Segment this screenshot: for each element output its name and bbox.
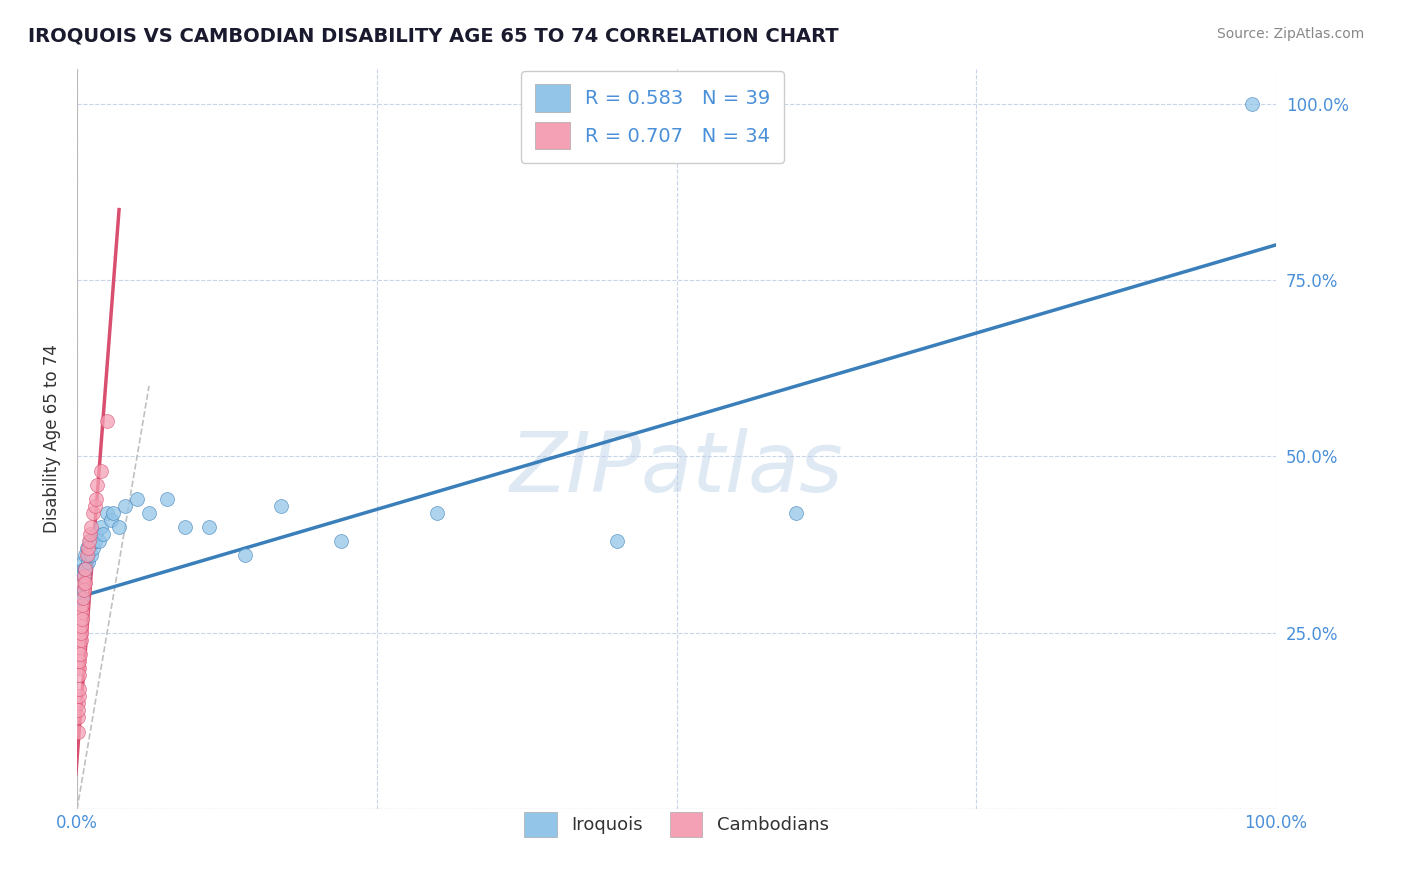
Point (125, 491, 148, 506)
Point (233, 548, 256, 562)
Point (66, 696, 89, 710)
Point (70, 569, 93, 583)
Point (96, 414, 118, 428)
Point (72, 555, 94, 569)
Point (76, 541, 98, 556)
Point (77, 541, 100, 556)
Legend: Iroquois, Cambodians: Iroquois, Cambodians (517, 805, 837, 845)
Point (66, 710, 89, 724)
Point (84, 491, 107, 506)
Point (72, 591, 94, 605)
Point (69, 576, 91, 591)
Point (75, 576, 97, 591)
Point (70, 591, 93, 605)
Point (77, 555, 100, 569)
Point (67, 724, 90, 739)
Point (86, 477, 108, 491)
Point (80, 520, 103, 534)
Text: Source: ZipAtlas.com: Source: ZipAtlas.com (1216, 27, 1364, 41)
Point (69, 632, 91, 647)
Point (1241, 96, 1264, 111)
Point (75, 562, 97, 576)
Point (70, 598, 93, 612)
Point (69, 625, 91, 640)
Point (198, 520, 221, 534)
Point (69, 668, 91, 682)
Point (101, 506, 124, 520)
Point (76, 548, 98, 562)
Point (70, 605, 93, 619)
Point (90, 520, 112, 534)
Point (67, 682, 90, 697)
Point (108, 520, 131, 534)
Point (90, 464, 112, 478)
Point (67, 703, 90, 717)
Y-axis label: Disability Age 65 to 74: Disability Age 65 to 74 (44, 344, 60, 533)
Point (84, 527, 107, 541)
Point (606, 534, 628, 549)
Point (67, 690, 90, 704)
Point (79, 527, 101, 541)
Point (69, 640, 91, 654)
Point (73, 562, 96, 576)
Point (70, 612, 93, 626)
Point (82, 506, 104, 520)
Point (69, 654, 91, 668)
Point (69, 647, 91, 661)
Point (114, 499, 136, 513)
Point (156, 491, 179, 506)
Text: IROQUOIS VS CAMBODIAN DISABILITY AGE 65 TO 74 CORRELATION CHART: IROQUOIS VS CAMBODIAN DISABILITY AGE 65 … (28, 27, 839, 45)
Point (73, 569, 96, 583)
Point (69, 619, 91, 633)
Point (329, 534, 352, 549)
Point (270, 499, 292, 513)
Point (80, 548, 103, 562)
Point (82, 541, 104, 556)
Point (75, 548, 97, 562)
Point (75, 562, 97, 576)
Point (77, 541, 100, 556)
Point (84, 534, 107, 549)
Point (79, 534, 101, 549)
Point (93, 527, 115, 541)
Point (67, 661, 90, 675)
Point (84, 499, 107, 513)
Point (67, 591, 90, 605)
Point (174, 520, 197, 534)
Point (73, 583, 96, 598)
Point (69, 583, 91, 598)
Point (96, 506, 118, 520)
Point (77, 548, 100, 562)
Point (77, 534, 100, 549)
Point (87, 534, 110, 549)
Point (72, 576, 94, 591)
Text: ZIPatlas: ZIPatlas (510, 428, 844, 509)
Point (426, 506, 449, 520)
Point (100, 513, 122, 527)
Point (73, 569, 96, 583)
Point (138, 506, 160, 520)
Point (785, 506, 807, 520)
